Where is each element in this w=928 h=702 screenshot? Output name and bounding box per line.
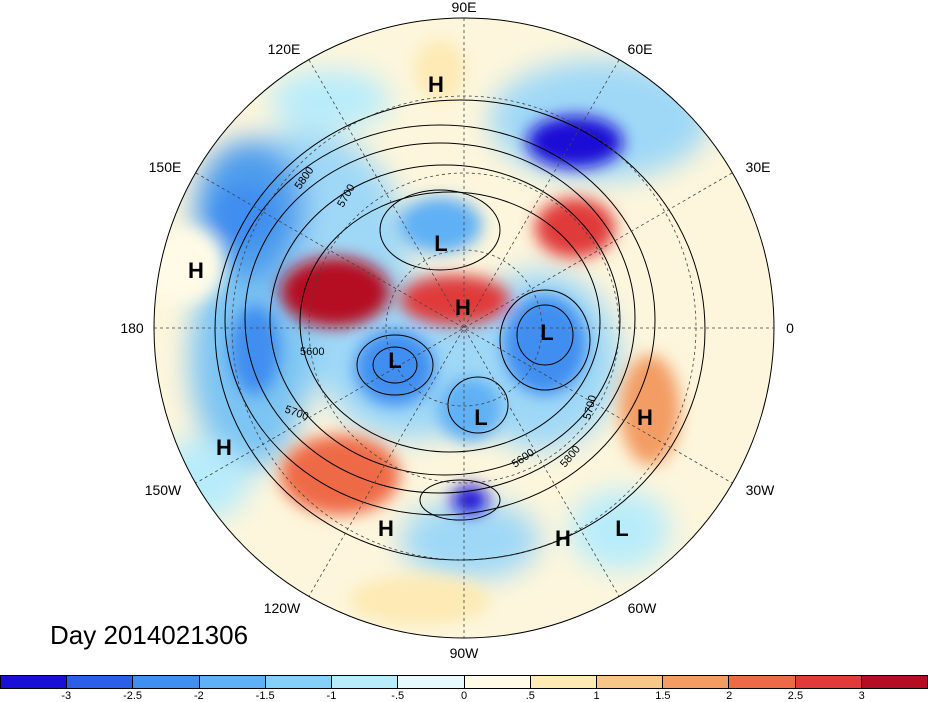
colorbar-segment — [67, 676, 134, 688]
lon-label-150w: 150W — [145, 482, 182, 498]
colorbar-segment — [663, 676, 730, 688]
colorbar-segment — [729, 676, 796, 688]
colorbar-segment — [530, 676, 597, 688]
lon-label-60w: 60W — [628, 600, 658, 616]
high-marker: H — [188, 258, 204, 283]
height-contours — [214, 99, 706, 561]
anomaly-field — [154, 18, 774, 638]
high-marker: H — [637, 405, 653, 430]
colorbar-segment — [133, 676, 200, 688]
lon-label-90e: 90E — [452, 0, 477, 15]
polar-stereographic-map: 90E 120E 60E 150E 30E 180 0 150W 30W 120… — [120, 0, 794, 661]
colorbar-segment — [199, 676, 266, 688]
high-marker: H — [428, 72, 444, 97]
high-marker: H — [378, 516, 394, 541]
colorbar-segment — [332, 676, 399, 688]
colorbar-tick-label: .5 — [525, 690, 535, 702]
low-marker: L — [540, 320, 553, 345]
lon-label-60e: 60E — [628, 41, 653, 57]
colorbar-segment — [265, 676, 333, 688]
lon-label-90w: 90W — [450, 645, 480, 661]
lon-label-120w: 120W — [264, 600, 301, 616]
colorbar-tick-label: -3 — [61, 690, 72, 702]
lon-label-180: 180 — [120, 320, 144, 336]
lon-label-30w: 30W — [746, 482, 776, 498]
colorbar-tick-label: -2 — [193, 690, 204, 702]
colorbar-tick-label: 1.5 — [655, 690, 671, 702]
colorbar-segment — [596, 676, 664, 688]
colorbar-segment — [861, 676, 928, 688]
colorbar-tick-label: -2.5 — [123, 690, 143, 702]
map-boundary — [153, 17, 775, 639]
colorbar-segment — [1, 676, 68, 688]
colorbar-tick-label: -.5 — [391, 690, 405, 702]
lon-label-0: 0 — [786, 320, 794, 336]
colorbar-tick-label: 2 — [726, 690, 733, 702]
low-marker: L — [615, 516, 628, 541]
colorbar-tick-label: -1.5 — [255, 690, 275, 702]
low-marker: L — [388, 348, 401, 373]
low-marker: L — [434, 231, 447, 256]
colorbar-tick-labels: -3 -2.5 -2 -1.5 -1 -.5 0 .5 1 1.5 2 2.5 3 — [0, 690, 928, 702]
day-timestamp-label: Day 2014021306 — [50, 620, 249, 650]
contour-label: 5600 — [300, 346, 324, 358]
pressure-centers: H H H H H H H L L L L L — [188, 72, 653, 551]
colorbar-tick-label: 3 — [858, 690, 865, 702]
colorbar-tick-label: 1 — [593, 690, 600, 702]
graticule — [154, 18, 774, 638]
colorbar-tick-label: 0 — [460, 690, 468, 702]
longitude-labels: 90E 120E 60E 150E 30E 180 0 150W 30W 120… — [120, 0, 794, 661]
high-marker: H — [555, 526, 571, 551]
lon-label-120e: 120E — [268, 41, 301, 57]
lon-label-30e: 30E — [746, 159, 771, 175]
high-marker: H — [455, 295, 471, 320]
colorbar — [0, 675, 928, 689]
low-marker: L — [474, 405, 487, 430]
high-marker: H — [216, 435, 232, 460]
lon-label-150e: 150E — [149, 159, 182, 175]
colorbar-segment — [795, 676, 862, 688]
colorbar-segment — [464, 676, 531, 688]
colorbar-tick-label: 2.5 — [787, 690, 804, 702]
colorbar-segment — [398, 676, 465, 688]
colorbar-tick-label: -1 — [326, 690, 337, 702]
